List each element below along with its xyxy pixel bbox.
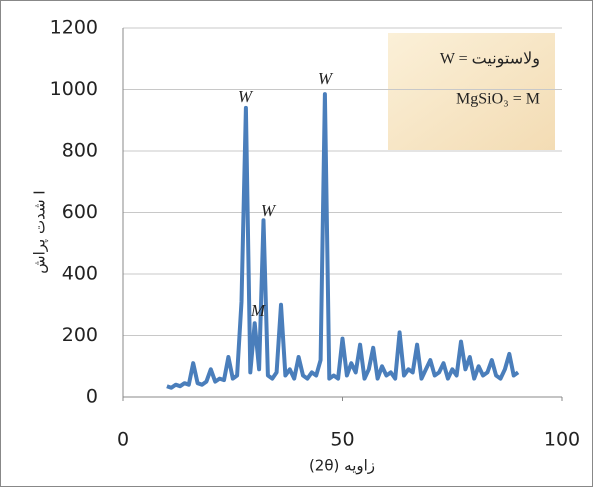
legend-box [388, 33, 555, 150]
annotation: W [318, 69, 334, 88]
y-axis-label: شدت پراش I [31, 190, 50, 273]
y-tick-label: 1000 [50, 78, 98, 100]
x-tick-label: 100 [544, 429, 580, 451]
y-tick-label: 1200 [50, 17, 98, 39]
legend-line: MgSiO₃ = M [456, 91, 540, 108]
annotation: M [250, 301, 266, 320]
annotation: W [261, 201, 277, 220]
x-tick-label: 0 [117, 429, 129, 451]
x-axis-label: (2θ) زاویه [309, 457, 375, 475]
x-tick-label: 50 [330, 429, 354, 451]
y-tick-label: 600 [62, 201, 98, 223]
data-line [166, 92, 520, 390]
y-tick-label: 0 [86, 386, 98, 408]
y-tick-label: 200 [62, 324, 98, 346]
y-tick-label: 400 [62, 263, 98, 285]
legend-line: W = ولاستونیت [440, 51, 540, 68]
y-tick-label: 800 [62, 140, 98, 162]
annotation: W [238, 87, 254, 106]
